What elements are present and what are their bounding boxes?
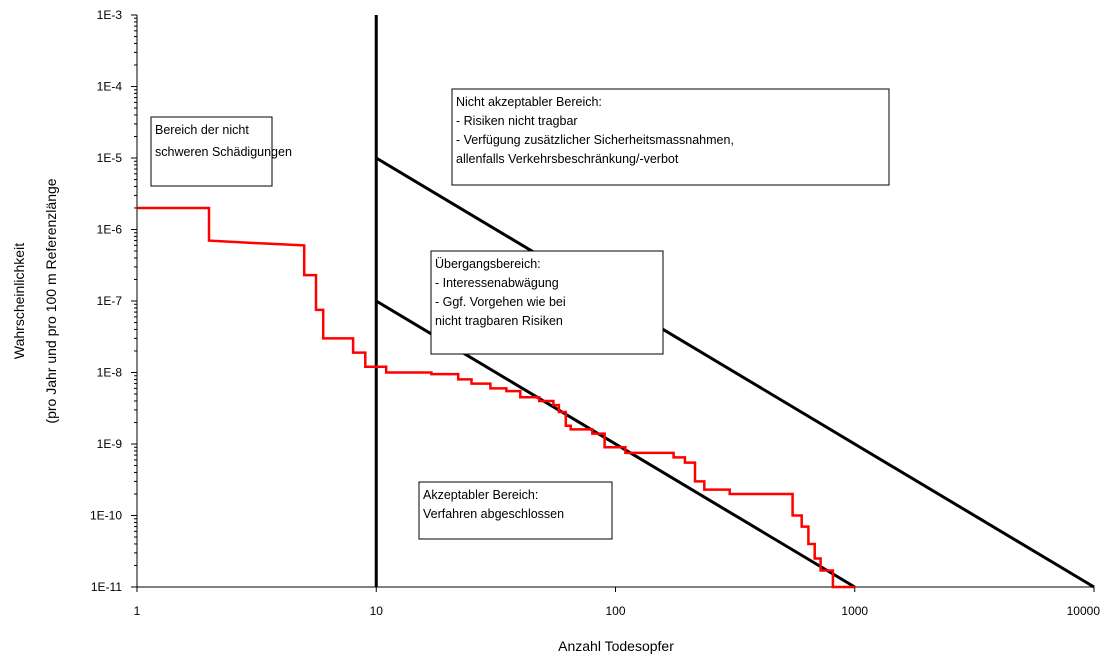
y-ticks: 1E-3 1E-4 1E-5 1E-6 1E-7 1E-8 1E-9 1E-10 1E-11 xyxy=(90,8,137,594)
annotation-nicht-schwer: Bereich der nicht schweren Schädigungen xyxy=(150,116,292,187)
x-tick-label: 1 xyxy=(134,604,141,618)
annotation-box xyxy=(418,481,613,540)
annotation-line: schweren Schädigungen xyxy=(155,145,292,159)
annotation-line: Nicht akzeptabler Bereich: xyxy=(456,95,602,109)
y-tick-label: 1E-5 xyxy=(97,151,123,165)
x-tick-label: 10000 xyxy=(1067,604,1101,618)
annotation-box xyxy=(451,88,890,186)
annotation-line: - Interessenabwägung xyxy=(435,276,559,290)
y-tick-label: 1E-9 xyxy=(97,437,123,451)
annotation-line: Akzeptabler Bereich: xyxy=(423,488,538,502)
x-axis-label: Anzahl Todesopfer xyxy=(558,638,674,654)
y-tick-label: 1E-7 xyxy=(97,294,123,308)
risk-step-curve xyxy=(137,206,855,589)
annotation-line: Verfahren abgeschlossen xyxy=(423,507,564,521)
annotation-uebergang: Übergangsbereich: - Interessenabwägung - G… xyxy=(430,250,664,355)
risk-curves xyxy=(137,206,855,589)
y-tick-label: 1E-4 xyxy=(97,80,123,94)
annotation-box xyxy=(150,116,273,187)
y-tick-label: 1E-6 xyxy=(97,223,123,237)
y-tick-label: 1E-11 xyxy=(91,580,122,594)
x-tick-label: 10 xyxy=(370,604,384,618)
annotation-line: Übergangsbereich: xyxy=(435,257,541,271)
annotation-nicht-akzeptabel: Nicht akzeptabler Bereich: - Risiken nich… xyxy=(451,88,890,186)
x-tick-label: 1000 xyxy=(841,604,868,618)
annotation-line: - Risiken nicht tragbar xyxy=(456,114,578,128)
y-tick-label: 1E-10 xyxy=(90,509,122,523)
y-tick-label: 1E-8 xyxy=(97,366,123,380)
upper-criterion-line xyxy=(375,156,1095,589)
annotation-line: allenfalls Verkehrsbeschränkung/-verbot xyxy=(456,152,679,166)
annotations: Bereich der nicht schweren Schädigungen Ni… xyxy=(150,88,890,540)
annotation-line: - Verfügung zusätzlicher Sicherheitsmass… xyxy=(456,133,734,147)
annotation-line: nicht tragbaren Risiken xyxy=(435,314,563,328)
annotation-akzeptabel: Akzeptabler Bereich: Verfahren abgeschlos… xyxy=(418,481,613,540)
annotation-line: - Ggf. Vorgehen wie bei xyxy=(435,295,566,309)
x-ticks: 1 10 100 1000 10000 xyxy=(134,587,1101,618)
annotation-box xyxy=(430,250,664,355)
y-tick-label: 1E-3 xyxy=(97,8,123,22)
annotation-line: Bereich der nicht xyxy=(155,123,249,137)
y-axis-label-line1: Wahrscheinlichkeit xyxy=(11,243,27,359)
x-tick-label: 100 xyxy=(605,604,625,618)
y-axis-label-line2: (pro Jahr und pro 100 m Referenzlänge xyxy=(43,178,59,423)
